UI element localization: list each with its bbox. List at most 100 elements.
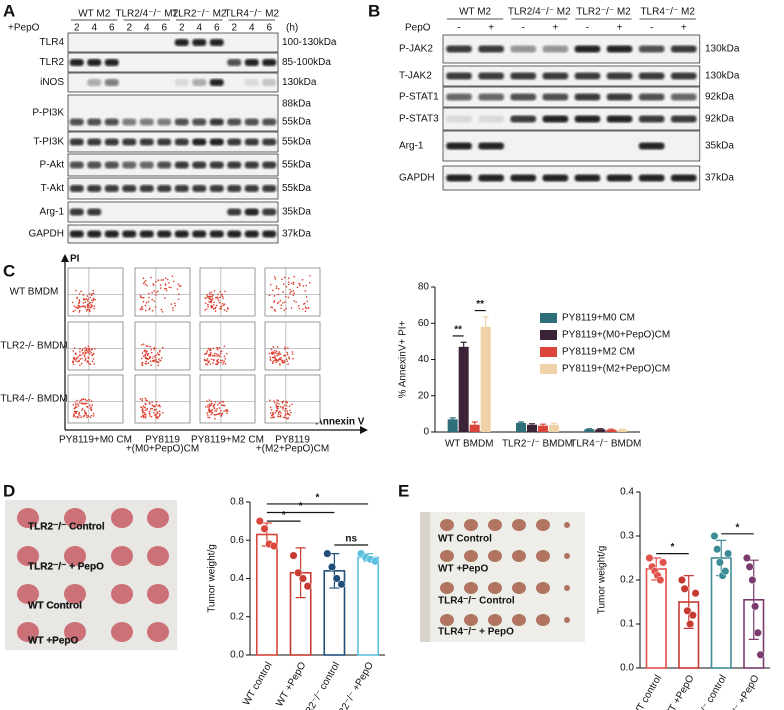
bar [527,424,537,432]
flow-dot [164,297,166,299]
flow-dot [277,353,280,355]
band [446,142,472,150]
plot-frame [67,374,124,424]
flow-dot [207,406,209,409]
flow-dot [277,403,280,405]
band [174,230,189,238]
size-label: 55kDa [282,183,311,194]
flow-dot [79,351,81,353]
flow-dot [84,358,87,360]
tumor [536,614,550,626]
blot-frame [67,153,279,177]
tumor [536,582,550,594]
y-tick-label: 0.4 [230,573,244,584]
blot-frame [442,107,701,131]
flow-dot [139,294,142,297]
flow-dot [91,354,93,357]
flow-dot [144,283,147,286]
band [122,185,137,192]
protein-label: Arg-1 [399,141,424,152]
flow-dot [87,345,90,348]
flow-dot [77,404,80,407]
flow-dot [89,306,92,309]
error-bar [748,559,759,640]
band [670,115,697,123]
band [69,208,84,216]
band [262,138,277,146]
flow-dot [282,400,285,403]
flow-dot [210,413,212,416]
significance-label: ** [476,299,484,310]
flow-dot [148,356,151,359]
time-label: 6 [214,23,220,34]
flow-dot [81,408,84,410]
flow-dot [205,352,207,355]
band [209,79,224,86]
flow-dot [78,411,80,414]
flow-dot [212,297,214,300]
band [227,59,242,66]
band [606,115,633,123]
error-bar [529,423,535,425]
flow-dot [216,348,219,351]
flow-dot [278,288,280,290]
flow-dot [210,400,213,403]
group-label: WT M2 [78,9,110,20]
flow-dot [159,405,161,408]
protein-label: T-JAK2 [399,71,432,82]
data-point [659,558,668,567]
flow-dot [214,409,216,412]
legend-swatch [540,364,557,374]
flow-plot [134,374,191,424]
data-point [710,531,719,541]
flow-dot [142,416,145,419]
flow-dot [84,298,86,301]
band [174,79,189,86]
flow-dot [168,286,170,289]
data-point [745,562,754,571]
flow-dot [76,399,78,402]
flow-dot [277,301,280,303]
flow-dot [212,294,214,296]
legend-swatch [540,330,557,340]
flow-dot [164,287,166,290]
flow-dot [81,348,84,351]
flow-dot [224,358,227,360]
flow-dot [279,410,281,413]
flow-dot [77,417,80,419]
flow-dot [298,307,301,310]
tumor [64,584,86,604]
band [574,115,601,123]
flow-dot [177,298,180,301]
time-unit: (h) [286,23,298,34]
flow-dot [155,415,157,418]
significance-label: * [316,493,320,504]
flow-dot [153,348,155,350]
tumor [464,614,478,626]
flow-dot [206,400,208,402]
error-bar [471,421,478,425]
arrow-head [61,254,69,262]
flow-dot [179,285,182,287]
flow-dot [178,285,181,287]
flow-dot [208,411,211,414]
row-label: WT BMDM [10,287,59,298]
flow-dot [285,295,287,298]
flow-dot [170,303,173,305]
flow-dot [269,406,272,409]
photo-label: WT Control [438,534,492,545]
flow-dot [291,403,293,406]
tumor [488,614,502,626]
band [122,138,137,146]
photo-label: TLR2⁻/⁻ Control [28,522,105,533]
flow-dot [276,409,278,412]
tumor [17,622,39,642]
flow-dot [273,295,276,297]
size-label: 55kDa [282,160,311,171]
flow-dot [223,410,225,412]
flow-dot [301,308,304,310]
flow-dot [92,297,95,300]
flow-dot [89,407,92,410]
legend-swatch [540,313,557,323]
tumor [536,519,550,531]
